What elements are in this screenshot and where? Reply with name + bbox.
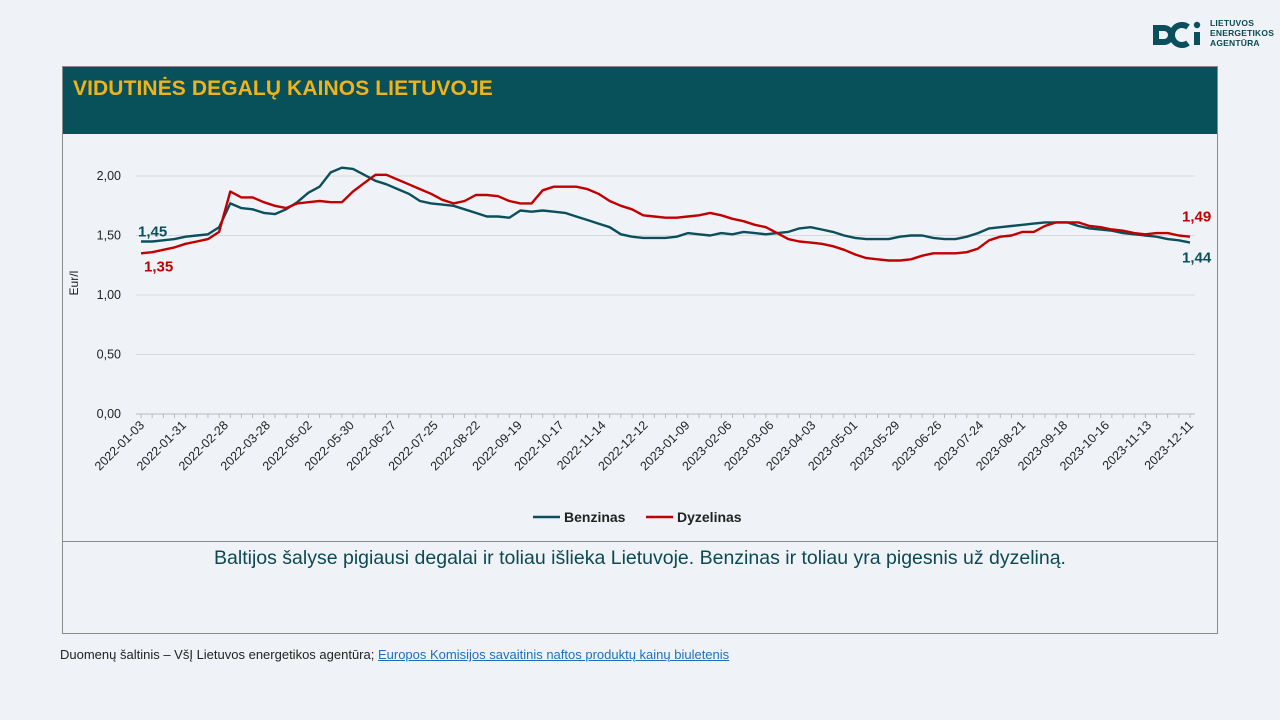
fuel-price-chart: 0,000,501,001,502,00Eur/l2022-01-032022-… [67, 166, 1212, 525]
source-link[interactable]: Europos Komisijos savaitinis naftos prod… [377, 647, 730, 662]
y-axis-label: Eur/l [67, 271, 81, 296]
logo-text-line-3: AGENTŪRA [1210, 38, 1260, 48]
legend-label-dyzelinas: Dyzelinas [677, 509, 742, 525]
legend-label-benzinas: Benzinas [564, 509, 626, 525]
series-line-dyzelinas [140, 173, 1191, 262]
series-line-benzinas [141, 166, 1191, 244]
y-tick-label: 0,00 [97, 407, 121, 421]
y-tick-label: 1,50 [97, 229, 121, 243]
y-tick-label: 1,00 [97, 288, 121, 302]
chart-panel: VIDUTINĖS DEGALŲ KAINOS LIETUVOJE 0,00 0,… [62, 66, 1218, 634]
dyzelinas-end-label: 1,49 [1182, 209, 1211, 226]
benzinas-end-label: 1,44 [1182, 250, 1212, 267]
summary-text: Baltijos šalyse pigiausi degalai ir toli… [214, 547, 1066, 569]
benzinas-start-label: 1,45 [138, 223, 167, 240]
source-prefix: Duomenų šaltinis – VšĮ Lietuvos energeti… [60, 647, 378, 662]
agency-logo: LIETUVOS ENERGETIKOS AGENTŪRA [1150, 18, 1274, 52]
source-note: Duomenų šaltinis – VšĮ Lietuvos energeti… [60, 647, 729, 662]
page-title: VIDUTINĖS DEGALŲ KAINOS LIETUVOJE [73, 77, 493, 100]
y-tick-label: 2,00 [97, 169, 121, 183]
logo-text-line-2: ENERGETIKOS [1210, 28, 1275, 38]
logo-text-line-1: LIETUVOS [1210, 18, 1255, 28]
panel-header: VIDUTINĖS DEGALŲ KAINOS LIETUVOJE [63, 67, 1217, 134]
panel-divider [63, 541, 1217, 542]
agency-logo-icon [1153, 21, 1201, 48]
dyzelinas-start-label: 1,35 [144, 258, 173, 275]
y-tick-label: 0,50 [97, 348, 121, 362]
